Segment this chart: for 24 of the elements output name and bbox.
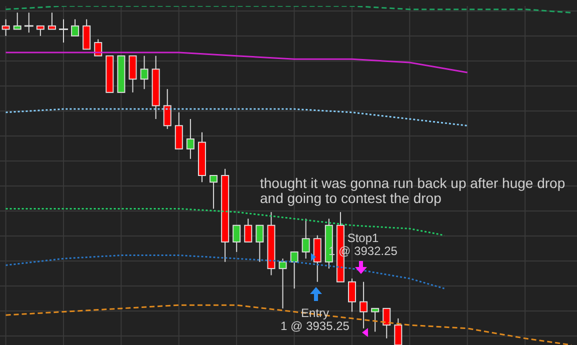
candlestick: [232, 224, 241, 252]
candlestick: [278, 258, 287, 309]
annotation: thought it was gonna run back up after huge drop and going to contest the drop: [260, 175, 566, 207]
candlestick: [13, 12, 22, 30]
candlestick: [244, 218, 252, 242]
candlestick: [48, 12, 56, 30]
candlestick: [71, 18, 80, 36]
candlestick: [36, 25, 44, 36]
candlestick: [382, 308, 391, 339]
candlestick: [256, 224, 264, 262]
candlestick: [2, 18, 10, 36]
candlestick: [82, 18, 91, 50]
candlestick: [371, 308, 380, 332]
candlestick: [94, 38, 102, 56]
candlestick: [394, 318, 402, 345]
candlestick: [163, 88, 172, 130]
candlestick: [128, 55, 137, 93]
candlestick: [186, 118, 194, 160]
candlestick: [140, 55, 148, 90]
candlestick: [290, 251, 298, 289]
candlestick: [210, 175, 218, 210]
candlestick: [348, 278, 356, 312]
candlestick: [174, 112, 183, 150]
candlestick: [302, 218, 310, 260]
